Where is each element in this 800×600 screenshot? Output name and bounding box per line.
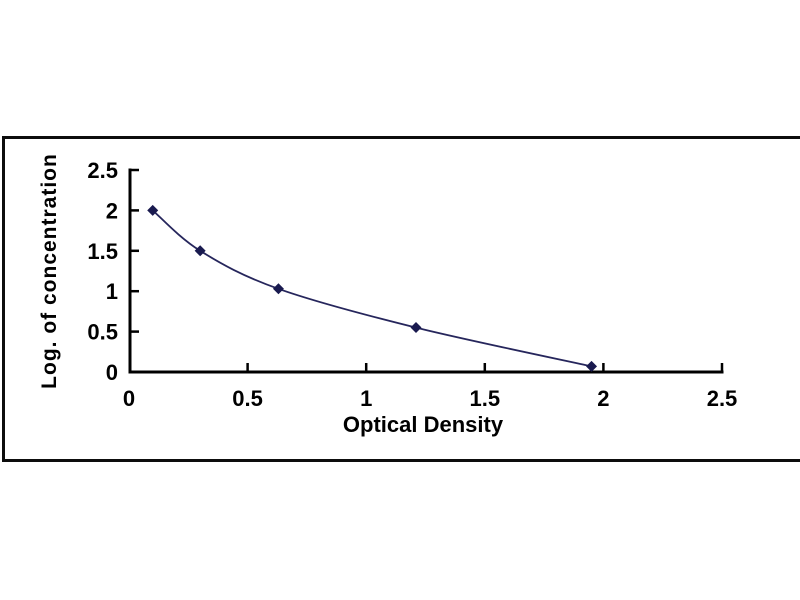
y-tick-label: 2 bbox=[106, 198, 118, 223]
y-tick-label: 0 bbox=[106, 360, 118, 385]
x-tick-label: 2.5 bbox=[707, 386, 738, 411]
data-point-marker bbox=[272, 283, 284, 295]
data-point-marker bbox=[194, 245, 206, 257]
y-tick-label: 1.5 bbox=[87, 239, 118, 264]
x-axis-title: Optical Density bbox=[342, 412, 504, 437]
data-point-marker bbox=[586, 360, 598, 372]
x-tick-label: 1 bbox=[360, 386, 372, 411]
y-tick-label: 2.5 bbox=[87, 158, 118, 183]
y-tick-label: 1 bbox=[106, 279, 118, 304]
data-point-marker bbox=[147, 204, 159, 216]
x-tick-label: 0 bbox=[123, 386, 135, 411]
x-tick-label: 0.5 bbox=[232, 386, 263, 411]
x-tick-label: 2 bbox=[597, 386, 609, 411]
x-tick-label: 1.5 bbox=[470, 386, 501, 411]
curve-line bbox=[152, 209, 592, 368]
chart-frame bbox=[2, 136, 800, 462]
y-tick-label: 0.5 bbox=[87, 320, 118, 345]
y-axis-title: Log. of concentration bbox=[38, 153, 61, 389]
data-point-marker bbox=[410, 322, 422, 334]
